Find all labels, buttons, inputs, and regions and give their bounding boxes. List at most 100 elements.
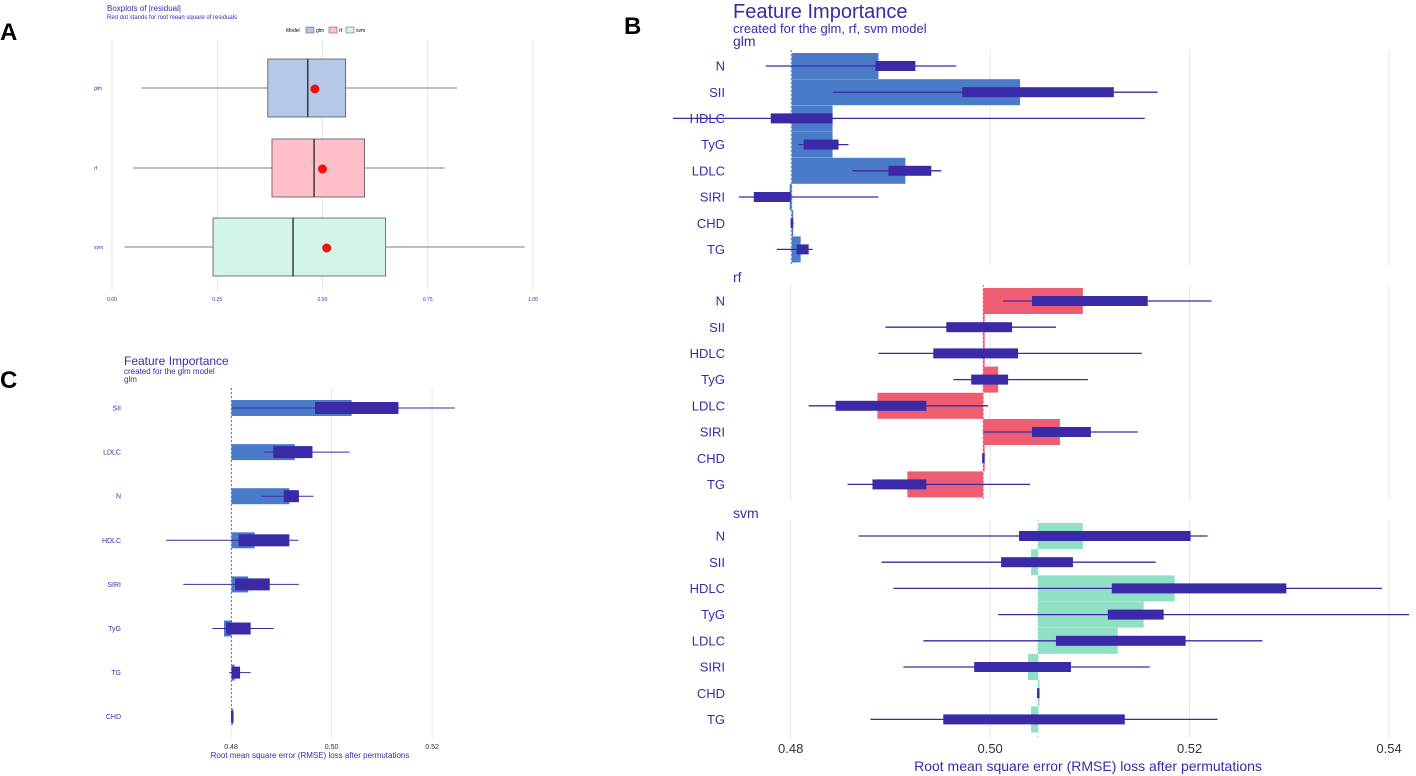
- fi-c-model-label: glm: [124, 375, 137, 384]
- x-tick-label: 0.00: [107, 297, 117, 303]
- permutation-box: [943, 714, 1125, 725]
- feature-label: SIRI: [700, 425, 725, 440]
- permutation-box: [790, 218, 794, 229]
- importance-bar: [231, 488, 290, 505]
- feature-label: LDLC: [103, 450, 121, 457]
- permutation-box: [1019, 531, 1191, 541]
- feature-label: HDLC: [690, 581, 725, 596]
- permutation-box: [770, 113, 833, 124]
- x-tick-label: 0.25: [212, 297, 222, 303]
- boxplot-legend: Model glm rf svm: [286, 26, 365, 34]
- permutation-box: [933, 348, 1019, 359]
- permutation-box: [1111, 583, 1287, 594]
- fi-b-title: Feature Importance: [733, 1, 908, 23]
- permutation-box: [962, 87, 1114, 98]
- x-tick-label: 0.48: [224, 744, 238, 751]
- feature-label: LDLC: [692, 633, 725, 648]
- permutation-box: [872, 479, 927, 490]
- feature-label: SII: [112, 405, 121, 412]
- x-tick-label: 0.50: [325, 744, 339, 751]
- feature-label: SIRI: [107, 582, 121, 589]
- permutation-box: [1032, 296, 1148, 306]
- fi-b-subtitle: created for the glm, rf, svm model: [733, 21, 927, 36]
- box-glm: [267, 58, 347, 118]
- boxplot-subtitle: Red dot stands for root mean square of r…: [107, 15, 237, 21]
- x-tick-label: 0.54: [1376, 741, 1401, 756]
- feature-label: N: [716, 294, 725, 309]
- strip-label-glm: glm: [733, 33, 756, 49]
- feature-label: TyG: [701, 137, 725, 152]
- permutation-box: [231, 666, 241, 679]
- fi-c-title: Feature Importance: [124, 354, 229, 368]
- feature-label: TG: [111, 670, 121, 677]
- feature-label: SII: [709, 555, 725, 570]
- permutation-box: [796, 244, 809, 255]
- x-tick-label: 0.52: [1177, 741, 1202, 756]
- boxplot-title: Boxplots of |residual|: [107, 4, 181, 13]
- permutation-box: [1107, 609, 1164, 620]
- fi-c-xlabel: Root mean square error (RMSE) loss after…: [211, 751, 410, 760]
- panel-c: Feature Importance created for the glm m…: [102, 354, 455, 760]
- permutation-box: [1055, 635, 1186, 646]
- feature-label: TG: [707, 242, 725, 257]
- feature-label: LDLC: [692, 163, 725, 178]
- permutation-box: [1001, 557, 1073, 568]
- feature-label: LDLC: [692, 398, 725, 413]
- feature-label: SII: [709, 85, 725, 100]
- feature-label: TyG: [108, 626, 121, 633]
- rmse-dot: [318, 164, 327, 174]
- x-tick-label: 0.50: [318, 297, 328, 303]
- feature-label: N: [116, 494, 121, 501]
- permutation-box: [283, 490, 299, 503]
- feature-label: SII: [709, 320, 725, 335]
- permutation-box: [231, 710, 234, 723]
- permutation-box: [753, 192, 791, 202]
- permutation-box: [226, 622, 251, 635]
- fi-b-xlabel: Root mean square error (RMSE) loss after…: [914, 758, 1262, 774]
- permutation-box: [946, 322, 1013, 333]
- feature-label: TG: [707, 712, 725, 727]
- fi-c-plot-area: 0.48 0.50 0.52 SII LDLC N HDLC SIRI TyG TG CHD: [102, 388, 455, 751]
- legend-label-svm: svm: [356, 28, 365, 34]
- permutation-box: [974, 662, 1071, 672]
- feature-label: CHD: [106, 714, 121, 721]
- permutation-box: [803, 139, 839, 150]
- rmse-dot: [310, 84, 320, 94]
- legend-swatch-rf: [328, 26, 338, 34]
- permutation-box: [1037, 688, 1040, 699]
- permutation-box: [875, 61, 916, 71]
- x-tick-label: 0.50: [977, 741, 1002, 756]
- strip-label-svm: svm: [733, 505, 759, 521]
- panel-b: Feature Importance created for the glm, …: [673, 1, 1410, 774]
- permutation-box: [273, 446, 313, 459]
- permutation-box: [982, 453, 985, 464]
- x-tick-label: 1.00: [528, 297, 538, 303]
- box-svm: [212, 217, 387, 277]
- panel-label-b: B: [624, 13, 641, 40]
- feature-label: CHD: [697, 686, 725, 701]
- feature-label: SIRI: [700, 190, 725, 205]
- legend-swatch-glm: [305, 26, 315, 34]
- feature-label: N: [716, 59, 725, 74]
- feature-label: CHD: [697, 216, 725, 231]
- x-tick-label: 0.52: [425, 744, 439, 751]
- fi-c-subtitle: created for the glm model: [124, 367, 215, 376]
- permutation-box: [835, 400, 927, 411]
- feature-label: HDLC: [690, 346, 725, 361]
- legend-title: Model: [286, 28, 300, 34]
- feature-label: SIRI: [700, 660, 725, 675]
- panel-label-a: A: [0, 19, 17, 46]
- y-tick-label: svm: [94, 245, 103, 251]
- x-tick-label: 0.48: [778, 741, 803, 756]
- x-tick-label: 0.75: [423, 297, 433, 303]
- feature-label: TyG: [701, 372, 725, 387]
- permutation-box: [1032, 427, 1091, 437]
- permutation-box: [888, 165, 932, 176]
- permutation-box: [238, 534, 290, 547]
- rmse-dot: [322, 243, 332, 253]
- feature-label: CHD: [697, 451, 725, 466]
- panel-label-c: C: [0, 367, 17, 394]
- permutation-box: [971, 374, 1009, 385]
- boxplot-plot-area: 0.00 0.25 0.50 0.75 1.00 glm rf svm: [94, 40, 538, 303]
- legend-swatch-svm: [345, 26, 355, 34]
